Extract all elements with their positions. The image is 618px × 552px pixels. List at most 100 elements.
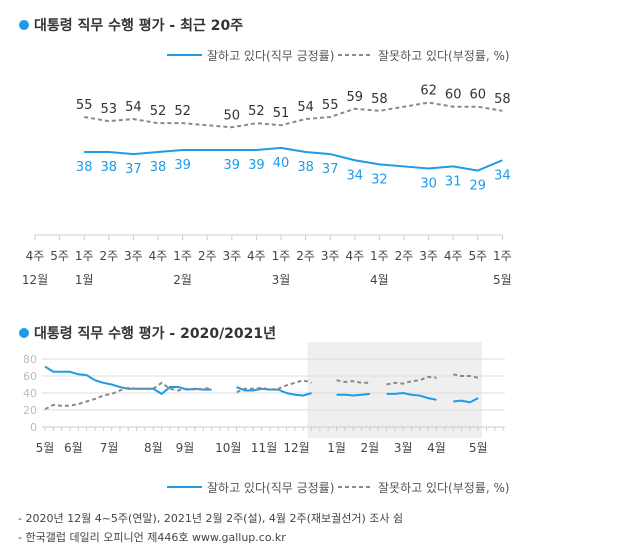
x-tick-label: 1주 [272,249,291,263]
x-tick-label: 4주 [444,249,463,263]
approve-line [336,392,370,397]
month-label: 12월 [283,441,309,455]
disapprove-data-label: 58 [371,92,388,107]
month-label: 8월 [144,441,163,455]
chart1-plot: 4주 5주 1주 2주 3주 4주 1주 2주 3주 4주 1주 2주 3주 4주 1주 2주 3주 4주 5주 1주… [22,84,512,287]
approve-data-label: 39 [174,158,191,173]
month-label: 5월 [493,273,512,287]
month-label: 4월 [370,273,389,287]
approve-data-label: 34 [347,168,364,183]
shaded-region [307,342,482,438]
disapprove-data-label: 52 [248,104,265,119]
approve-line [453,397,479,404]
footnote-2: - 한국갤럽 데일리 오피니언 제446호 www.gallup.co.kr [18,530,286,544]
month-label: 2월 [361,441,380,455]
x-tick-label: 4주 [26,249,45,263]
x-tick-label: 4주 [247,249,266,263]
approve-data-label: 38 [150,160,167,175]
month-label: 9월 [176,441,195,455]
disapprove-data-label: 54 [297,100,314,115]
approve-data-label: 37 [125,162,142,177]
disapprove-data-label: 51 [273,106,290,121]
x-tick-label: 4주 [345,249,364,263]
disapprove-data-label: 52 [174,104,191,119]
month-label: 3월 [394,441,413,455]
approve-data-label: 30 [420,177,437,192]
x-tick-label: 2주 [296,249,315,263]
footnote-1: - 2020년 12월 4~5주(연말), 2021년 2월 2주(설), 4월… [18,511,403,525]
x-tick-label: 1주 [173,249,192,263]
approve-line [386,391,437,401]
disapprove-line [236,379,312,394]
disapprove-line [44,381,212,411]
x-tick-label: 5주 [468,249,487,263]
disapprove-data-label: 60 [470,88,487,103]
disapprove-data-label: 59 [347,90,364,105]
chart1-legend-disapprove: 잘못하고 있다(부정률, %) [378,49,510,63]
x-tick-label: 1주 [75,249,94,263]
approve-data-label: 37 [322,162,339,177]
disapprove-line [336,379,370,384]
x-tick-label: 2주 [395,249,414,263]
approve-data-label: 29 [470,179,487,194]
chart2-plot: 0 20 40 60 80 5월 6월 7월 8월 9월 10월 11월 12월 1월 2월 3월 4월 5월 [23,342,505,455]
disapprove-data-label: 62 [420,84,437,99]
approve-data-label: 40 [273,156,290,171]
x-tick-label: 5주 [50,249,69,263]
x-tick-label: 1주 [370,249,389,263]
month-label: 5월 [469,441,488,455]
month-label: 6월 [64,441,83,455]
x-tick-label: 4주 [149,249,168,263]
month-label: 1월 [75,273,94,287]
x-tick-label: 2주 [99,249,118,263]
disapprove-data-label: 54 [125,100,142,115]
y-tick-label: 80 [23,353,37,366]
approve-data-label: 38 [101,160,118,175]
x-tick-label: 1주 [493,249,512,263]
disapprove-data-label: 55 [76,98,93,113]
y-tick-label: 20 [23,404,37,417]
disapprove-line [386,375,437,386]
x-tick-label: 3주 [419,249,438,263]
disapprove-data-label: 55 [322,98,339,113]
approve-line [84,146,503,172]
month-label: 10월 [215,441,241,455]
approve-data-label: 38 [76,160,93,175]
approve-data-label: 34 [494,168,511,183]
approve-data-label: 32 [371,172,388,187]
approve-data-label: 38 [297,160,314,175]
month-label: 11월 [251,441,277,455]
y-tick-label: 0 [30,421,37,434]
y-tick-label: 60 [23,370,37,383]
y-tick-label: 40 [23,387,37,400]
disapprove-data-label: 60 [445,88,462,103]
x-tick-label: 3주 [321,249,340,263]
month-label: 2월 [173,273,192,287]
month-label: 7월 [100,441,119,455]
title-dot-icon [19,20,29,30]
disapprove-data-label: 58 [494,92,511,107]
disapprove-data-label: 50 [224,108,241,123]
approve-data-label: 39 [224,158,241,173]
approve-data-label: 39 [248,158,265,173]
chart1-title: 대통령 직무 수행 평가 - 최근 20주 [34,17,243,34]
chart2-legend-disapprove: 잘못하고 있다(부정률, %) [378,481,510,495]
x-tick-label: 3주 [222,249,241,263]
month-label: 12월 [22,273,48,287]
chart2-title: 대통령 직무 수행 평가 - 2020/2021년 [34,325,276,342]
disapprove-data-label: 52 [150,104,167,119]
month-label: 5월 [36,441,55,455]
chart1-legend-approve: 잘하고 있다(직무 긍정률) [207,49,334,63]
chart2-legend-approve: 잘하고 있다(직무 긍정률) [207,481,334,495]
disapprove-line [84,101,503,129]
disapprove-data-label: 53 [101,102,118,117]
approve-data-label: 31 [445,174,462,189]
x-tick-label: 3주 [124,249,143,263]
disapprove-line [452,373,479,379]
x-tick-label: 2주 [198,249,217,263]
title-dot-icon [19,328,29,338]
month-label: 3월 [272,273,291,287]
month-label: 1월 [327,441,346,455]
month-label: 4월 [427,441,446,455]
